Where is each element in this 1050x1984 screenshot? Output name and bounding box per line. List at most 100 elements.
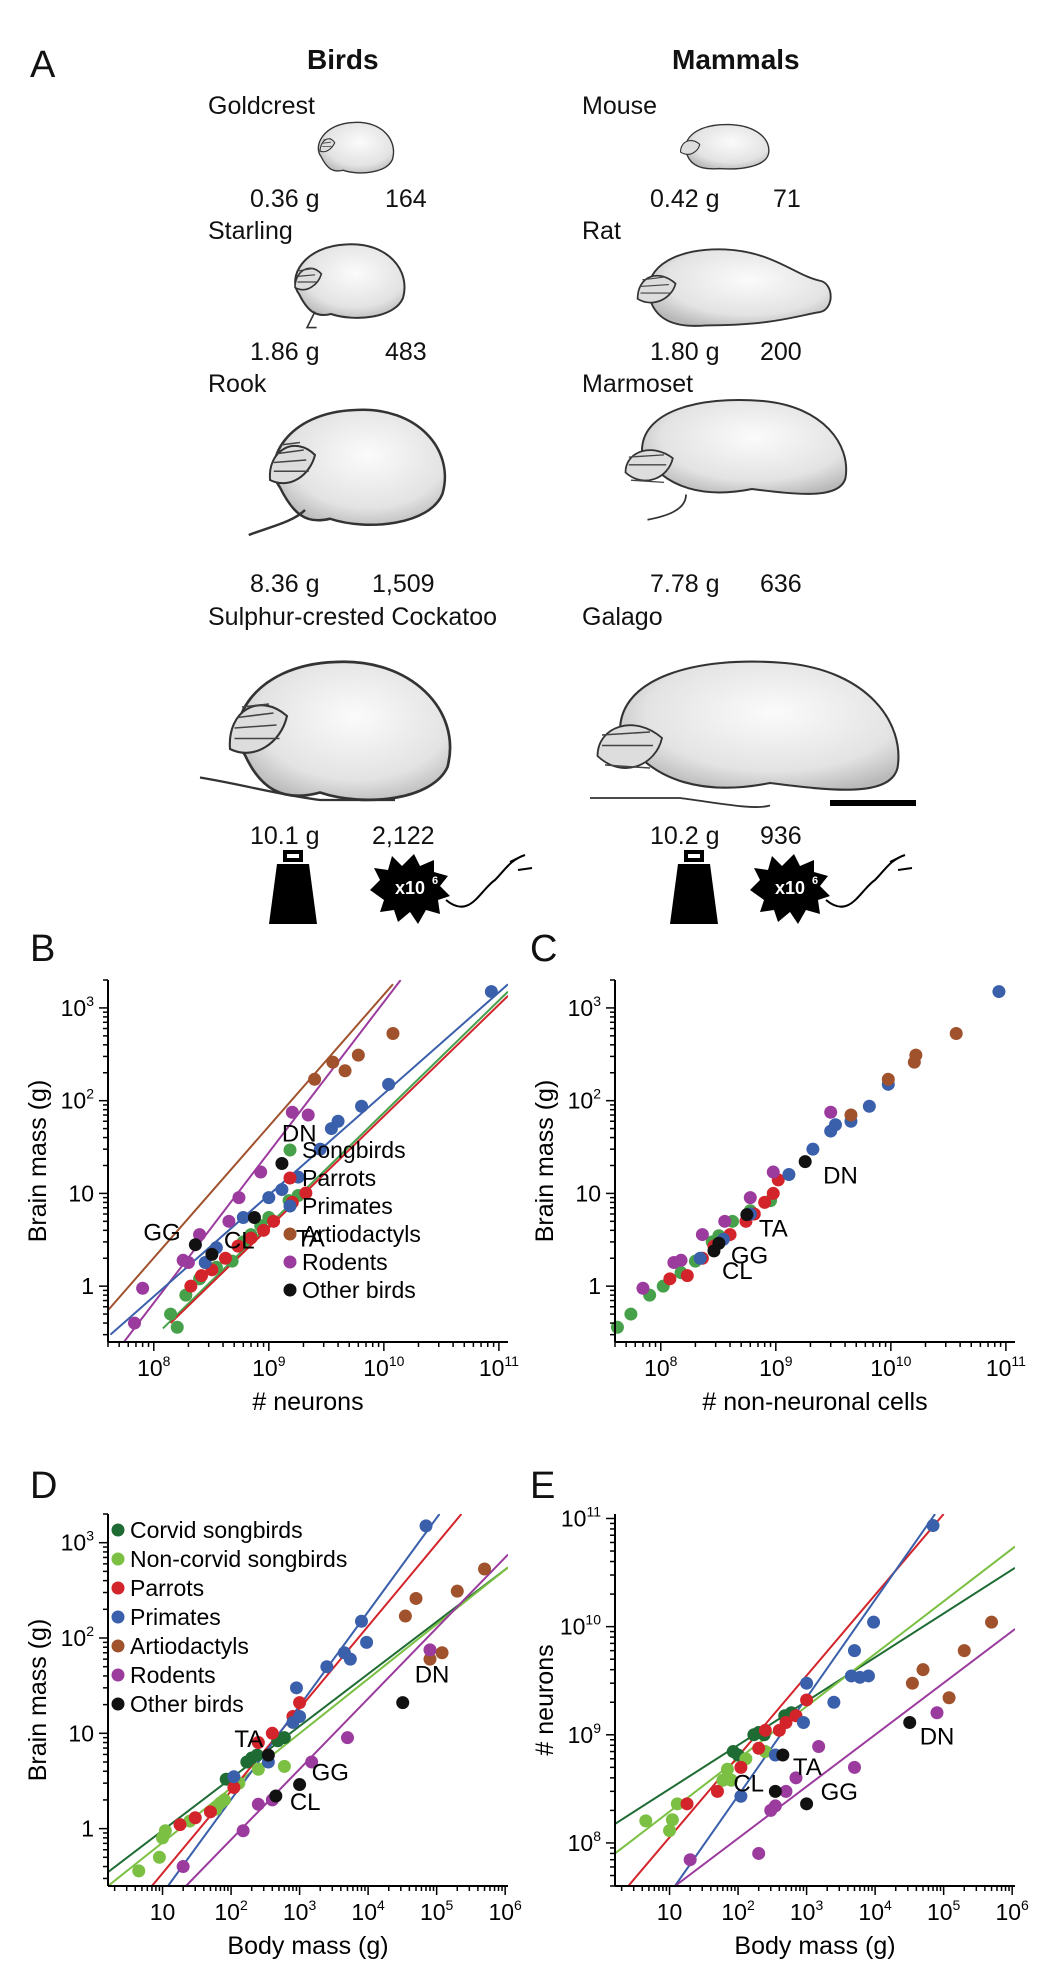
point-other-birds [205,1247,219,1261]
point-rodents [824,1105,838,1119]
legend-label: Artiodactyls [130,1633,249,1659]
point-parrots [758,1195,772,1209]
point-artiodactyls [881,1072,895,1086]
point-non-corvid-songbirds [670,1797,684,1811]
neurons-galago: 936 [760,822,802,850]
x-tick-label: 1011 [986,1353,1026,1381]
point-primates [331,1114,345,1128]
brain-goldcrest [317,121,395,174]
legend-marker [111,1552,125,1566]
fit-line-primates [109,983,508,1336]
neuron-icon-birds: x10 6 [370,854,533,924]
x-tick-label: 104 [858,1897,892,1925]
annotation-ta: TA [234,1726,263,1753]
axes: 10 102 103 104 105 106 1 10 102 103 [61,1513,522,1925]
mass-goldcrest: 0.36 g [250,185,320,213]
x-tick-label: 104 [351,1897,385,1925]
brain-rook [248,408,447,537]
brain-illustrations [199,121,916,808]
point-rodents [674,1253,688,1267]
point-primates [806,1142,820,1156]
point-rodents [752,1846,766,1860]
point-artiodactyls [949,1026,963,1040]
point-non-corvid-songbirds [251,1762,265,1776]
mass-cockatoo: 10.1 g [250,822,320,850]
x-tick-label: 103 [283,1897,317,1925]
x-tick-label: 10 [150,1899,176,1925]
point-primates [861,1669,875,1683]
point-non-corvid-songbirds [217,1793,231,1807]
species-starling: Starling [208,217,293,245]
neurons-goldcrest: 164 [385,185,427,213]
neuron-icon-mammals: x10 6 [750,854,913,924]
point-songbirds [624,1307,638,1321]
point-parrots [293,1696,307,1710]
point-rodents [718,1214,732,1228]
chart-e: 10 102 103 104 105 106 108 109 1010 1011 Body mass… [531,1503,1029,1960]
icons-row: x10 6 x10 6 [269,850,913,924]
point-primates [236,1210,250,1224]
legend-label: Rodents [130,1662,216,1688]
point-artiodactyls [351,1048,365,1062]
annotation-dn: DN [920,1723,955,1750]
fit-line-artiodactyls [108,983,394,1311]
point-other-birds [269,1789,283,1803]
point-rodents [423,1643,437,1657]
point-primates [293,1710,307,1724]
point-parrots [257,1223,271,1237]
point-other-birds [740,1208,754,1222]
y-tick-label: 1 [81,1816,94,1842]
brain-cockatoo [199,660,452,802]
species-marmoset: Marmoset [582,370,694,398]
point-songbirds [170,1320,184,1334]
point-rodents [305,1755,319,1769]
point-primates [419,1519,433,1533]
point-artiodactyls [905,1676,919,1690]
y-tick-label: 10 [68,1720,94,1746]
point-primates [227,1770,241,1784]
point-parrots [231,1239,245,1253]
point-primates [800,1676,814,1690]
y-tick-label: 10 [68,1180,94,1206]
weight-icon-mammals [670,850,718,924]
point-artiodactyls [398,1609,412,1623]
point-primates [926,1519,940,1533]
point-artiodactyls [409,1591,423,1605]
fit-line-rodents [185,1553,508,1886]
brain-galago [590,660,900,808]
point-primates [796,1715,810,1729]
x-axis-label: # neurons [252,1388,363,1416]
legend-label: Parrots [130,1575,204,1601]
brain-marmoset [624,399,848,521]
data-points [132,1519,492,1878]
y-axis-label: Brain mass (g) [24,1619,52,1782]
legend-marker [283,1283,297,1297]
legend-marker [283,1255,297,1269]
point-parrots [203,1805,217,1819]
point-artiodactyls [308,1072,322,1086]
point-primates [992,985,1006,999]
legend-label: Artiodactyls [302,1221,421,1247]
panel-b-label: B [30,928,56,970]
point-non-corvid-songbirds [132,1864,146,1878]
annotation-gg: GG [312,1760,349,1787]
species-mouse: Mouse [582,92,658,120]
point-primates [360,1635,374,1649]
point-non-corvid-songbirds [158,1824,172,1838]
y-tick-label: 1 [81,1273,94,1299]
point-parrots [766,1186,780,1200]
point-parrots [752,1741,766,1755]
point-parrots [710,1784,724,1798]
legend-marker [111,1523,125,1537]
legend-label: Rodents [302,1249,388,1275]
neurons-marmoset: 636 [760,570,802,598]
birds-title: Birds [307,44,379,75]
annotation-cl: CL [722,1258,753,1285]
point-parrots [227,1781,241,1795]
brain-mouse [679,123,770,170]
neuron-badge-exp-mammals: 6 [812,875,818,887]
x-tick-label: 108 [644,1353,678,1381]
legend-marker [283,1143,297,1157]
x-tick-label: 105 [927,1897,961,1925]
point-non-corvid-songbirds [724,1773,738,1787]
